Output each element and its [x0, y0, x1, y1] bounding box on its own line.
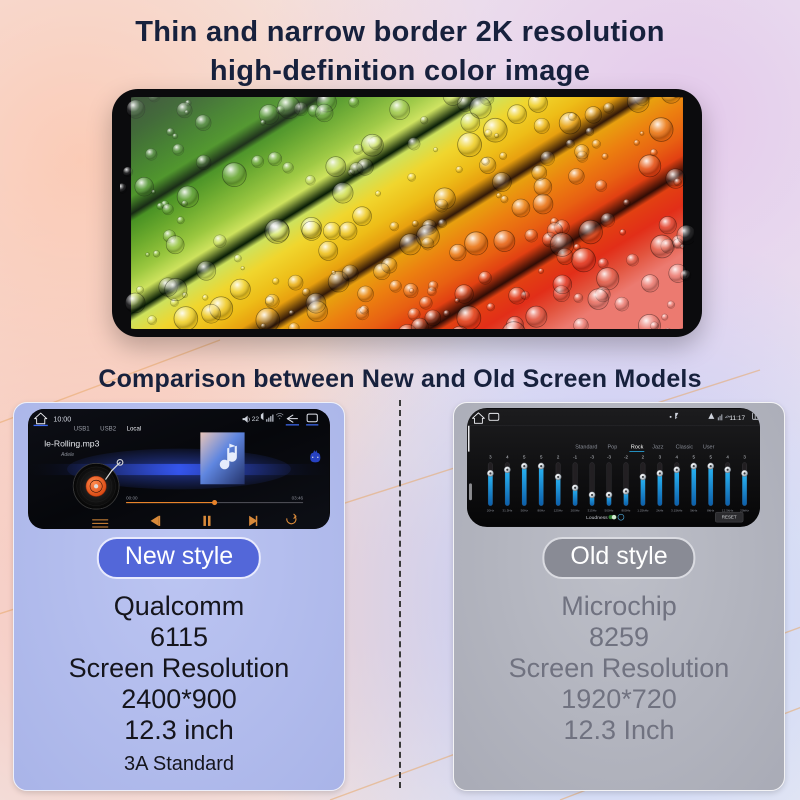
- svg-text:31.5Hz: 31.5Hz: [502, 509, 512, 513]
- svg-text:80Hz: 80Hz: [538, 509, 546, 513]
- svg-text:Pop: Pop: [608, 445, 618, 451]
- svg-text:2kHz: 2kHz: [656, 509, 664, 513]
- svg-text:Jazz: Jazz: [652, 445, 663, 451]
- svg-text:-3: -3: [590, 455, 594, 460]
- svg-text:USB1: USB1: [74, 425, 91, 432]
- svg-text:Rock: Rock: [631, 445, 644, 451]
- svg-text:le-Rolling.mp3: le-Rolling.mp3: [44, 439, 99, 449]
- svg-text:200Hz: 200Hz: [571, 509, 580, 513]
- svg-text:50Hz: 50Hz: [521, 509, 529, 513]
- svg-text:-2: -2: [624, 455, 628, 460]
- svg-text:800Hz: 800Hz: [621, 509, 630, 513]
- svg-text:500Hz: 500Hz: [604, 509, 613, 513]
- svg-text:Local: Local: [127, 425, 142, 432]
- svg-text:RESET: RESET: [722, 515, 737, 520]
- svg-text:USB2: USB2: [100, 425, 117, 432]
- svg-text:22: 22: [252, 416, 260, 423]
- svg-text:315Hz: 315Hz: [588, 509, 597, 513]
- svg-text:User: User: [703, 445, 715, 451]
- svg-text:03:46: 03:46: [292, 496, 304, 501]
- svg-text:-3: -3: [607, 455, 611, 460]
- svg-text:Adele: Adele: [60, 452, 74, 458]
- svg-text:00:00: 00:00: [126, 496, 138, 501]
- svg-text:Loudness: Loudness: [586, 515, 608, 521]
- svg-text:5kHz: 5kHz: [690, 509, 698, 513]
- svg-text:8kHz: 8kHz: [707, 509, 715, 513]
- svg-text:125Hz: 125Hz: [554, 509, 563, 513]
- svg-text:1.25kHz: 1.25kHz: [637, 509, 649, 513]
- svg-text:-1: -1: [573, 455, 577, 460]
- svg-text:Standard: Standard: [575, 445, 597, 451]
- svg-text:Classic: Classic: [676, 445, 694, 451]
- svg-text:11:17: 11:17: [729, 415, 745, 422]
- svg-text:10:00: 10:00: [53, 416, 71, 424]
- svg-text:3.15kHz: 3.15kHz: [671, 509, 683, 513]
- svg-text:20Hz: 20Hz: [487, 509, 495, 513]
